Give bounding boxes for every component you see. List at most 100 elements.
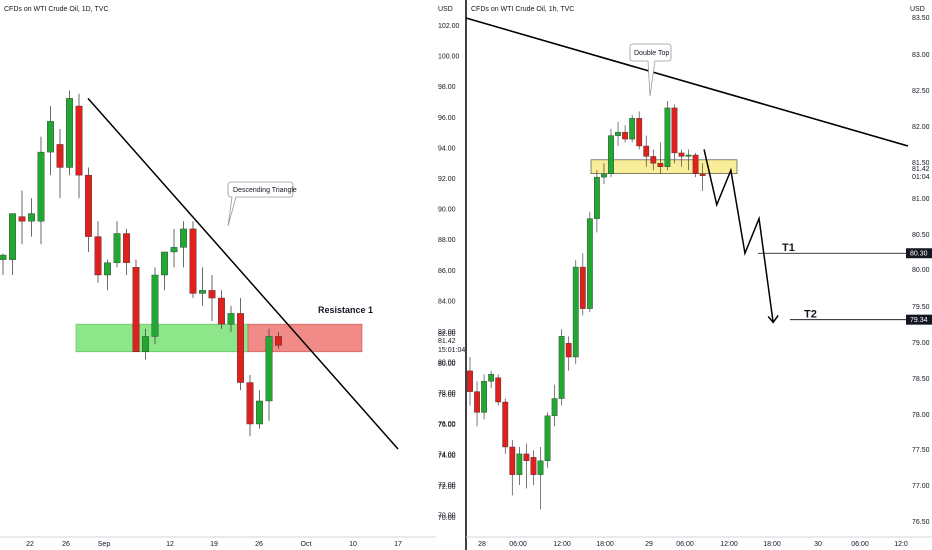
candle-body	[692, 154, 699, 174]
hourly-time-tick: 06:00	[676, 541, 694, 548]
hourly-left-price-tick: 82.00	[438, 329, 456, 336]
candle-body	[142, 336, 149, 353]
double-top-zone	[590, 159, 738, 174]
descending-triangle-label: Descending Triangle	[233, 187, 297, 194]
daily-price-tick: 74.00	[438, 453, 456, 460]
hourly-projection	[703, 149, 779, 324]
hourly-left-price-tick: 74.00	[438, 451, 456, 458]
candle-body	[551, 398, 558, 417]
hourly-right-price-tick: 82.00	[912, 124, 930, 131]
hourly-left-price-tick: 80.00	[438, 360, 456, 367]
candle-body	[47, 121, 54, 153]
candle-body	[509, 446, 516, 475]
candle-body	[664, 107, 671, 167]
candle-body	[474, 391, 480, 413]
candle-body	[161, 251, 168, 276]
projection-arrowhead	[767, 314, 779, 324]
candle-body	[0, 254, 7, 260]
hourly-time-tick: 12:00	[720, 541, 738, 548]
candle-body	[113, 233, 121, 263]
hourly-left-price-tick: 72.00	[438, 482, 456, 489]
target-price-tag-text: 80.30	[910, 251, 928, 258]
hourly-right-price-tick: 79.50	[912, 304, 930, 311]
candle-body	[56, 144, 64, 168]
candle-body	[132, 267, 140, 353]
candle-body	[565, 342, 572, 358]
right-usd-label: USD	[910, 6, 925, 13]
hourly-descending-trendline	[465, 17, 909, 147]
candle-body	[671, 107, 678, 154]
candle-body	[615, 131, 621, 136]
candle-body	[657, 163, 664, 167]
candle-body	[558, 336, 565, 399]
candle-body	[246, 382, 254, 425]
hourly-left-price-tick: 76.00	[438, 421, 456, 428]
hourly-right-price-tick: 83.50	[912, 15, 930, 22]
hourly-time-tick: 29	[645, 541, 653, 548]
hourly-time-tick: 18:00	[763, 541, 781, 548]
daily-price-tick: 15:01:04	[438, 347, 465, 354]
hourly-right-price-tick: 77.50	[912, 447, 930, 454]
hourly-right-price-tick: 82.50	[912, 88, 930, 95]
hourly-right-price-tick: 79.00	[912, 340, 930, 347]
daily-price-tick: 78.00	[438, 392, 456, 399]
left-usd-label: USD	[438, 6, 453, 13]
candle-body	[265, 336, 273, 402]
candle-body	[502, 401, 509, 448]
hourly-chart-title: CFDs on WTI Crude Oil, 1h, TVC	[471, 6, 574, 13]
candle-body	[481, 381, 487, 413]
hourly-time-axis: 28 06:00 12:00 18:00 29 06:00 12:00 18:00 30 06:0…	[478, 541, 908, 548]
candle-body	[608, 135, 614, 174]
resistance-1-label: Resistance 1	[318, 305, 373, 315]
hourly-right-price-tick: 78.00	[912, 412, 930, 419]
target-price-tag	[906, 314, 932, 325]
hourly-left-price-tick: 96.00	[438, 115, 456, 122]
daily-price-tick: 81.42	[438, 338, 456, 345]
hourly-right-price-tick: 01:04	[912, 174, 930, 181]
hourly-right-price-tick: 81.00	[912, 196, 930, 203]
hourly-candles	[467, 101, 706, 510]
double-top-callout: Double Top	[629, 43, 672, 97]
daily-time-tick: Oct	[301, 541, 312, 548]
candle-body	[275, 336, 282, 346]
hourly-time-tick: 28	[478, 541, 486, 548]
hourly-left-price-tick: 100.00	[438, 54, 460, 61]
hourly-left-price-tick: 98.00	[438, 84, 456, 91]
hourly-right-price-tick: 78.50	[912, 376, 930, 383]
candle-body	[643, 145, 650, 157]
candle-body	[594, 176, 600, 219]
candle-body	[629, 118, 636, 140]
candle-body	[75, 105, 83, 176]
callout-bubble	[227, 181, 294, 227]
target-label: T2	[804, 309, 817, 321]
candle-body	[516, 453, 523, 475]
candle-body	[579, 266, 586, 309]
daily-time-tick: Sep	[98, 541, 111, 548]
daily-chart-panel: CFDs on WTI Crude Oil, 1D, TVC 82.00 81.4…	[0, 6, 465, 548]
candle-body	[601, 173, 607, 178]
hourly-left-price-tick: 84.00	[438, 298, 456, 305]
hourly-resistance-zone	[590, 159, 738, 174]
daily-time-tick: 26	[62, 541, 70, 548]
hourly-time-tick: 18:00	[596, 541, 614, 548]
hourly-left-price-tick: 90.00	[438, 207, 456, 214]
descending-triangle-callout: Descending Triangle	[227, 181, 297, 227]
candle-body	[218, 297, 225, 325]
daily-time-tick: 17	[394, 541, 402, 548]
candle-body	[180, 228, 187, 248]
daily-time-tick: 12	[166, 541, 174, 548]
daily-trendline	[87, 97, 399, 450]
candle-body	[636, 118, 643, 147]
resistance-zone	[247, 323, 363, 353]
candle-body	[467, 370, 473, 392]
hourly-left-price-tick: 70.00	[438, 513, 456, 520]
callout-bubble	[629, 43, 672, 97]
candle-body	[199, 290, 206, 294]
candle-body	[85, 174, 92, 237]
candle-body	[237, 313, 244, 383]
hourly-right-price-tick: 77.00	[912, 483, 930, 490]
daily-price-axis: 82.00 81.42 15:01:04 80.00 78.00 76.00 74.00 72…	[438, 331, 465, 522]
candle-body	[94, 236, 102, 276]
target-price-tag	[906, 248, 932, 259]
